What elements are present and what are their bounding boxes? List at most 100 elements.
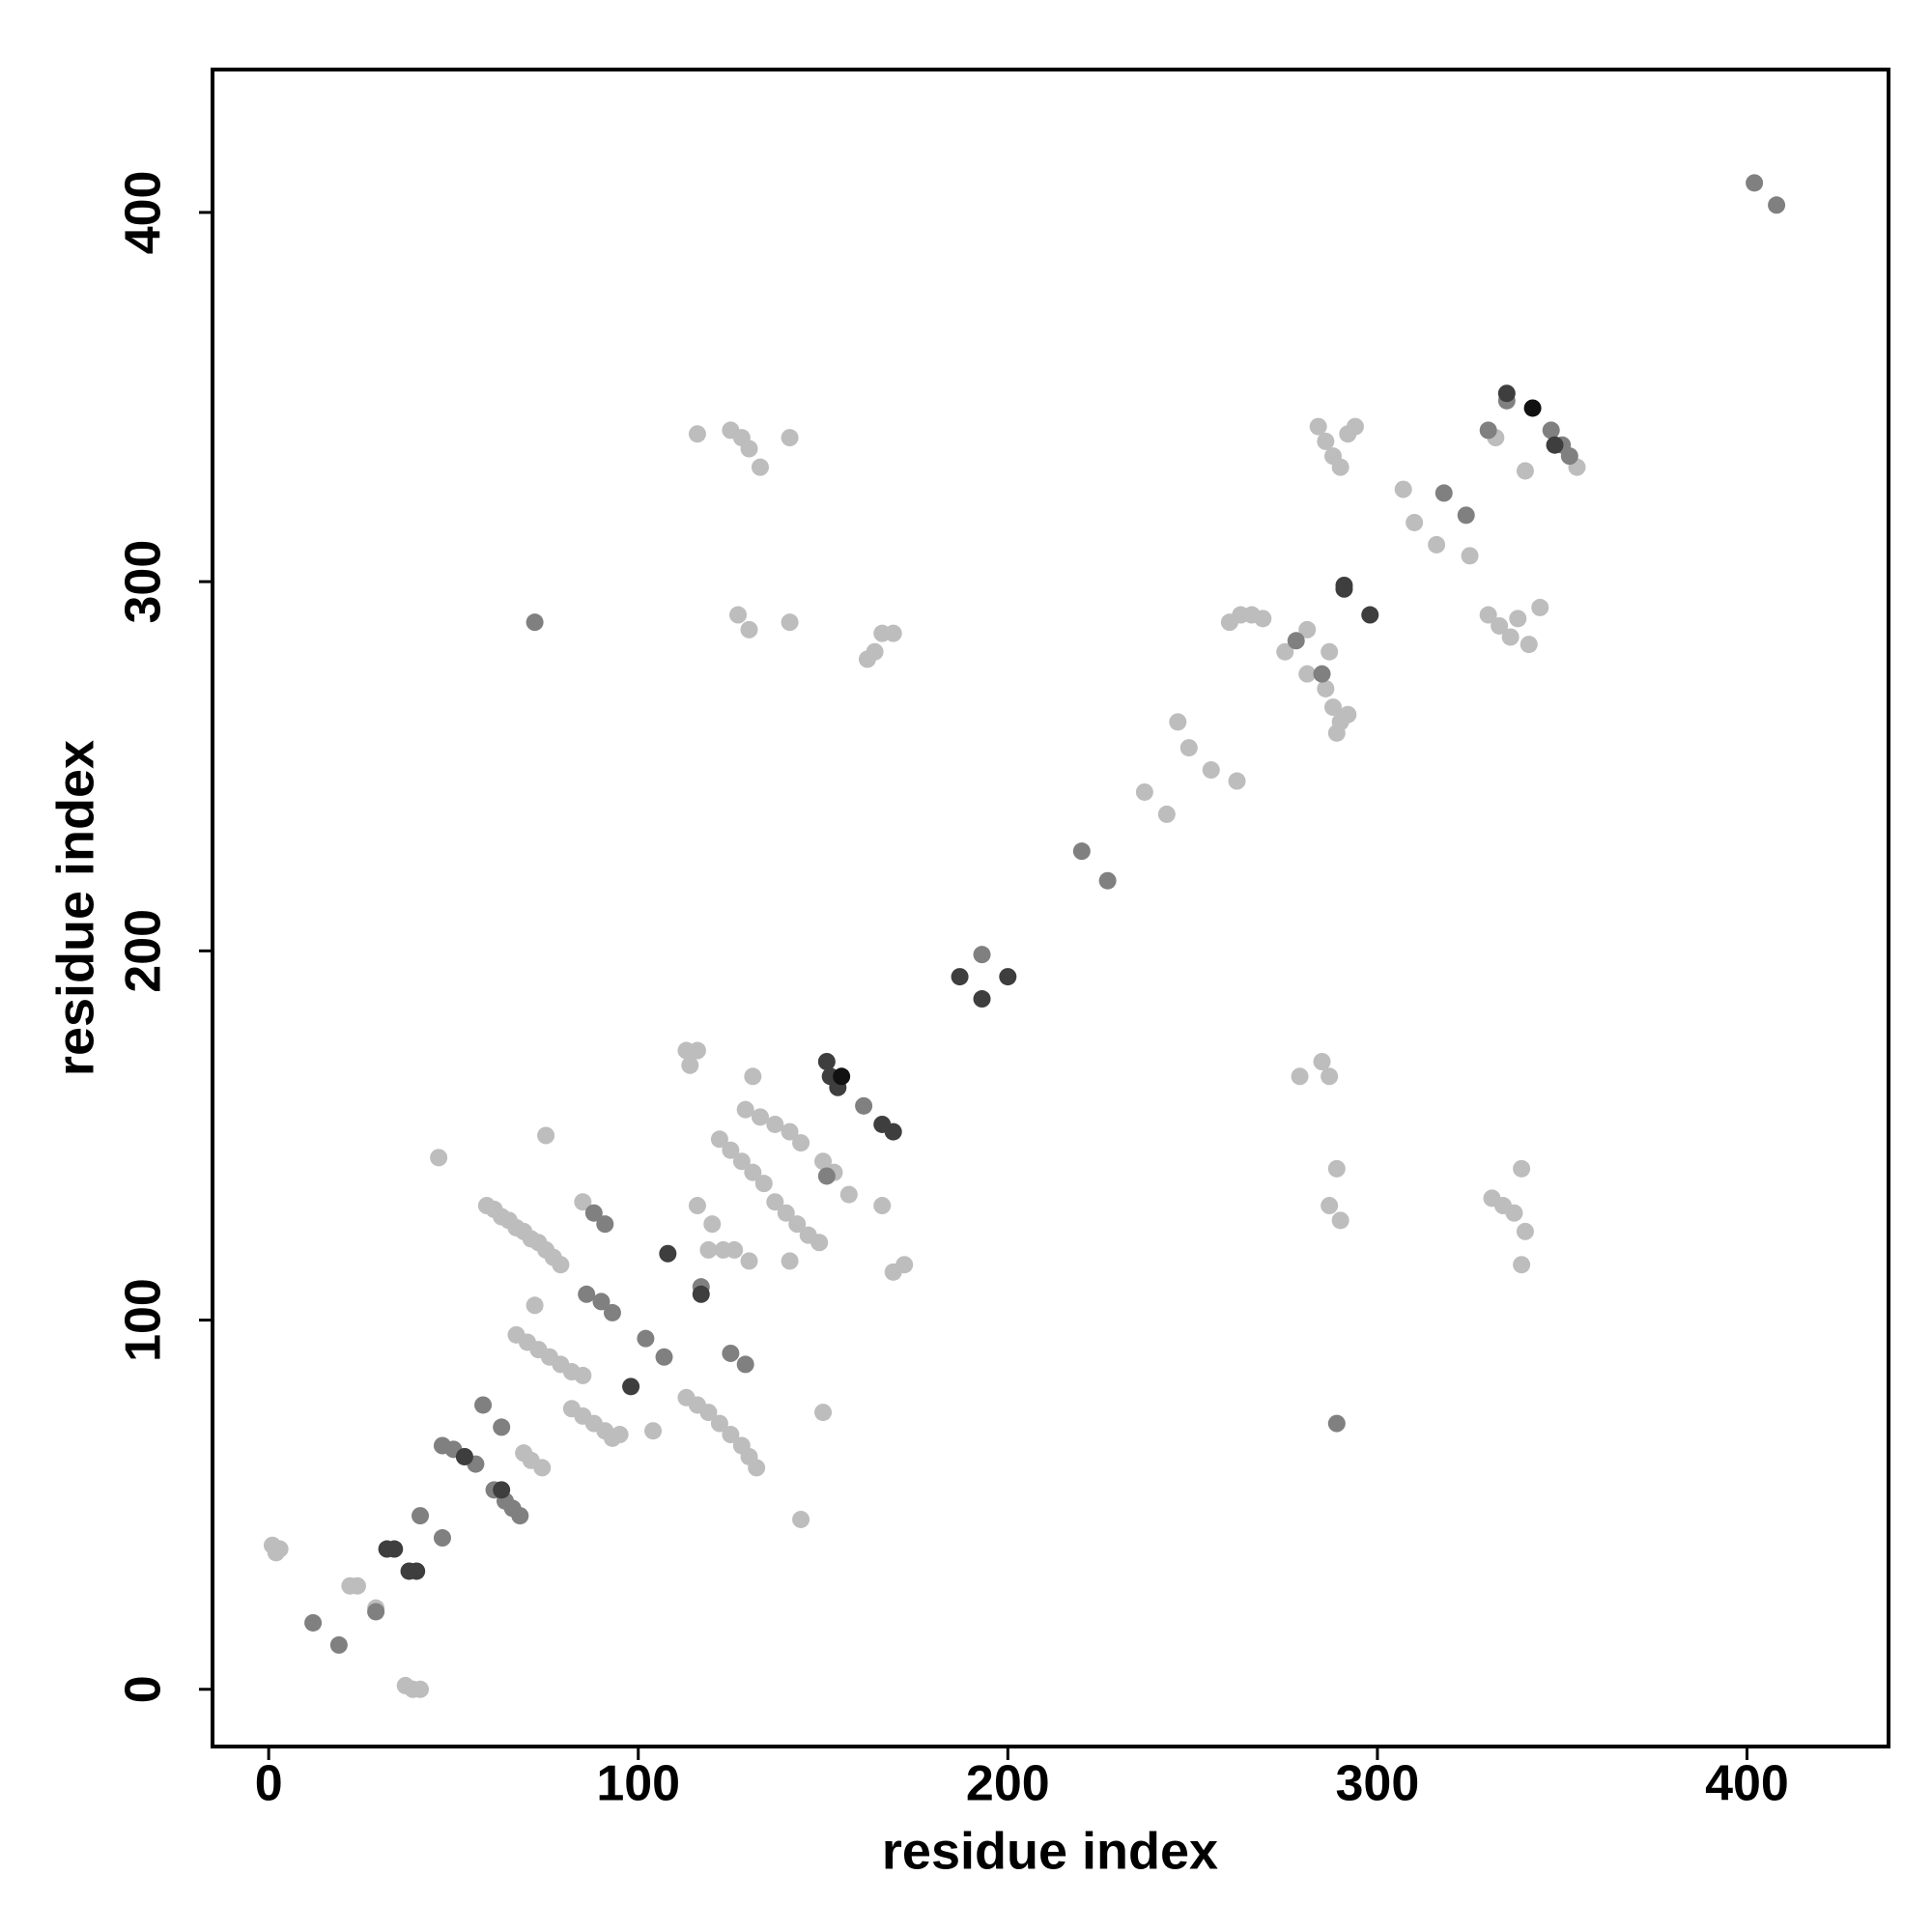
point: [1746, 174, 1764, 192]
point: [537, 1126, 555, 1145]
point: [751, 1108, 769, 1126]
point: [1435, 484, 1453, 502]
point: [744, 1067, 762, 1086]
point: [814, 1152, 833, 1171]
point: [817, 1052, 836, 1070]
point: [412, 1680, 430, 1698]
point: [781, 429, 799, 447]
point: [1313, 1052, 1331, 1070]
point: [348, 1577, 366, 1595]
point: [722, 1426, 740, 1444]
point: [1479, 606, 1497, 624]
point: [611, 1426, 629, 1444]
plot-frame: [211, 68, 1890, 1748]
point: [748, 1459, 766, 1477]
x-tick-label: 300: [1336, 1756, 1420, 1812]
point: [655, 1348, 673, 1366]
point: [1335, 576, 1353, 594]
point: [1323, 698, 1342, 717]
point: [329, 1635, 348, 1654]
point: [1491, 616, 1509, 635]
point: [493, 1418, 511, 1436]
point: [1327, 1159, 1346, 1178]
point: [1428, 535, 1446, 554]
point: [866, 642, 884, 661]
point: [754, 1175, 773, 1193]
x-tick-label: 400: [1705, 1756, 1789, 1812]
point: [699, 1404, 718, 1422]
point: [1228, 772, 1246, 790]
point: [1298, 665, 1317, 683]
point: [1479, 421, 1497, 440]
point: [430, 1149, 448, 1167]
point: [574, 1366, 592, 1384]
point: [740, 440, 758, 458]
point: [1179, 739, 1198, 757]
point: [596, 1215, 614, 1234]
y-tick-label: 300: [116, 540, 172, 624]
point: [1331, 458, 1350, 476]
x-tick-label: 0: [255, 1756, 283, 1812]
point: [584, 1204, 603, 1222]
point: [873, 1197, 892, 1215]
point: [1520, 636, 1538, 654]
point: [526, 613, 544, 632]
point: [884, 624, 902, 642]
point: [703, 1215, 722, 1234]
x-tick-label: 200: [966, 1756, 1050, 1812]
point: [1327, 724, 1346, 742]
y-axis-label: residue index: [46, 740, 104, 1076]
point: [833, 1067, 851, 1086]
point: [1291, 1067, 1309, 1086]
point: [766, 1193, 784, 1211]
point: [1327, 1414, 1346, 1433]
point: [884, 1122, 902, 1141]
point: [688, 1041, 706, 1060]
point: [1157, 805, 1176, 823]
point: [1394, 480, 1412, 498]
point: [412, 1507, 430, 1525]
point: [1135, 782, 1153, 801]
point: [855, 1096, 873, 1115]
point: [1317, 679, 1335, 697]
point: [777, 1204, 795, 1222]
point: [574, 1193, 592, 1211]
point: [1339, 705, 1357, 724]
point: [1254, 610, 1272, 628]
point: [710, 1414, 728, 1433]
y-tick-label: 100: [116, 1278, 172, 1362]
point: [725, 1240, 744, 1259]
point: [552, 1256, 570, 1274]
point: [792, 1510, 810, 1528]
point: [1406, 513, 1424, 531]
point: [1560, 447, 1578, 466]
point: [1497, 384, 1516, 403]
point: [367, 1603, 385, 1621]
point: [688, 425, 706, 443]
point: [781, 1252, 799, 1270]
point: [788, 1215, 807, 1234]
point: [1516, 462, 1534, 480]
point: [603, 1303, 621, 1321]
point: [622, 1378, 640, 1396]
point: [839, 1185, 858, 1204]
y-tick-label: 0: [116, 1675, 172, 1703]
point: [1516, 1222, 1534, 1240]
point: [385, 1540, 404, 1558]
point: [1509, 610, 1527, 628]
point: [592, 1293, 611, 1311]
point: [1313, 665, 1331, 683]
point: [267, 1544, 285, 1562]
point: [1542, 421, 1560, 440]
point: [1321, 1197, 1339, 1215]
point: [644, 1422, 663, 1440]
point: [722, 1344, 740, 1362]
point: [744, 1163, 762, 1181]
point: [526, 1296, 544, 1315]
point: [736, 1355, 754, 1374]
x-tick-label: 100: [596, 1756, 680, 1812]
point: [1321, 1067, 1339, 1086]
point: [766, 1115, 784, 1133]
point: [1331, 1211, 1350, 1230]
point: [1298, 620, 1317, 639]
